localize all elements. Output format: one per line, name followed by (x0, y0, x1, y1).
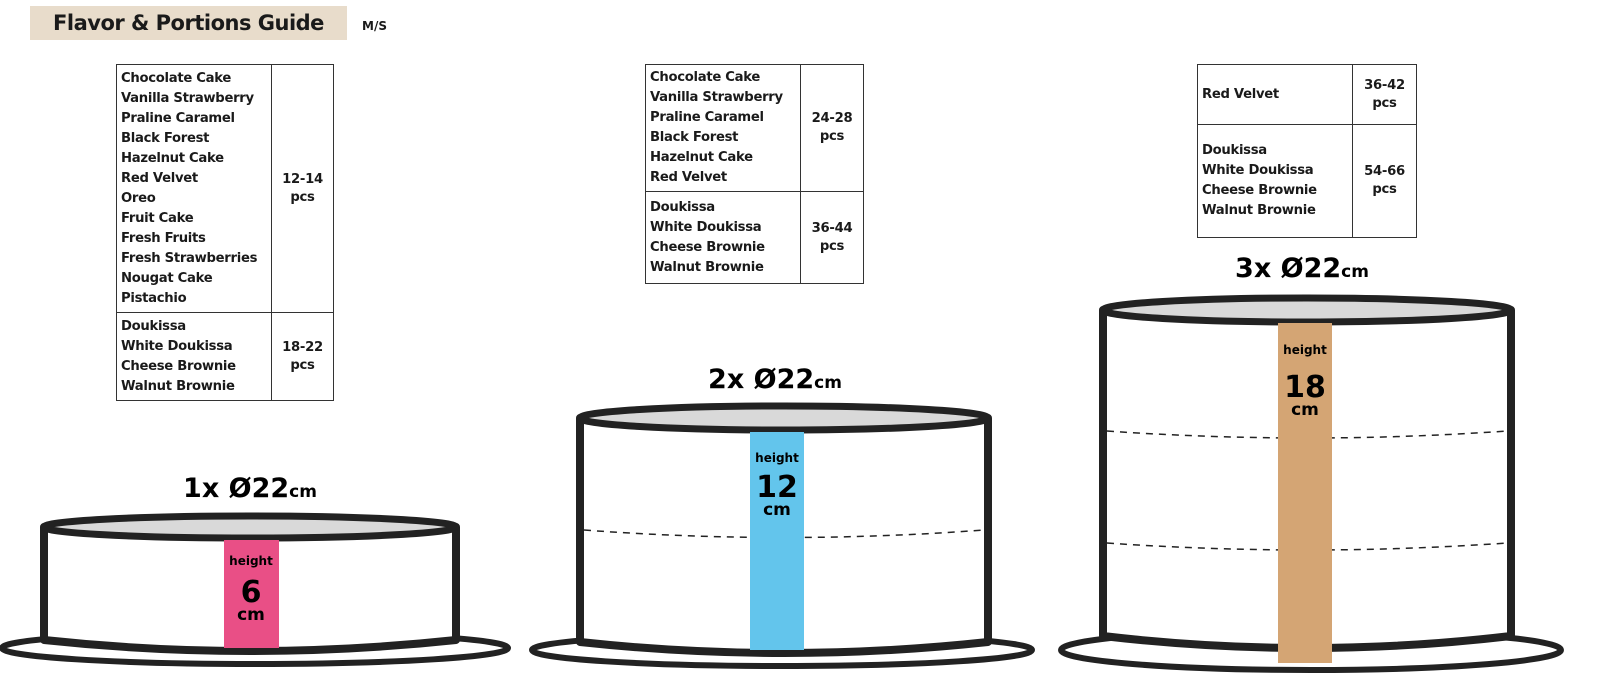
flavor: Chocolate Cake (121, 70, 231, 86)
portion-range: 36-42 (1364, 77, 1405, 93)
flavor: Oreo (121, 190, 156, 206)
flavor: Walnut Brownie (121, 378, 235, 394)
flavor-list: Doukissa White Doukissa Cheese Brownie W… (1198, 125, 1353, 237)
flavor: Cheese Brownie (121, 358, 236, 374)
flavor: Chocolate Cake (650, 70, 760, 85)
portions-table-3: Red Velvet 36-42 pcs Doukissa White Douk… (1197, 64, 1417, 238)
portion-cell: 36-42 pcs (1353, 65, 1416, 124)
portion-cell: 36-44 pcs (801, 192, 863, 283)
cake-2: height 12 cm 2x Ø22cm (529, 364, 1035, 669)
cake-size-label: 1x Ø22cm (183, 473, 317, 504)
height-unit: cm (237, 605, 265, 625)
height-label: height (755, 451, 799, 465)
flavor-list: Doukissa White Doukissa Cheese Brownie W… (646, 192, 801, 283)
flavor: Doukissa (1202, 143, 1267, 158)
portion-range: 36-44 (811, 220, 853, 236)
portion-unit: pcs (1372, 182, 1397, 197)
table-row: Red Velvet 36-42 pcs (1198, 65, 1416, 124)
flavor: Fresh Strawberries (121, 250, 258, 266)
flavor-list: Red Velvet (1198, 65, 1353, 124)
flavor: Praline Caramel (650, 110, 764, 125)
page-title: Flavor & Portions Guide (30, 6, 347, 40)
portion-unit: pcs (1372, 95, 1397, 111)
portion-unit: pcs (290, 357, 315, 373)
cake-top (576, 402, 992, 434)
flavor: Vanilla Strawberry (650, 90, 783, 105)
portion-unit: pcs (819, 238, 845, 254)
flavor: Praline Caramel (121, 110, 235, 126)
flavor: Walnut Brownie (650, 259, 764, 275)
flavor: Vanilla Strawberry (121, 90, 254, 106)
flavor: Hazelnut Cake (121, 150, 224, 166)
flavor: Red Velvet (1202, 86, 1279, 102)
flavor: Nougat Cake (121, 270, 213, 286)
flavor: Black Forest (650, 130, 739, 145)
portion-unit: pcs (819, 129, 845, 144)
flavor: Cheese Brownie (650, 239, 765, 255)
portion-unit: pcs (290, 189, 315, 205)
height-label: height (229, 554, 273, 568)
table-row: Doukissa White Doukissa Cheese Brownie W… (646, 191, 863, 283)
portion-cell: 18-22 pcs (272, 313, 333, 400)
flavor: Cheese Brownie (1202, 183, 1317, 198)
portion-cell: 12-14 pcs (272, 65, 333, 312)
portion-range: 12-14 (282, 171, 323, 187)
portion-range: 54-66 (1364, 164, 1405, 179)
flavor: Black Forest (121, 130, 210, 146)
flavor-list: Chocolate Cake Vanilla Strawberry Pralin… (646, 65, 801, 191)
table-row: Doukissa White Doukissa Cheese Brownie W… (117, 312, 333, 400)
height-unit: cm (763, 500, 791, 520)
height-value: 12 (756, 470, 798, 505)
height-label: height (1283, 343, 1327, 357)
height-value: 6 (241, 575, 262, 610)
height-stripe (1278, 323, 1332, 663)
table-row: Doukissa White Doukissa Cheese Brownie W… (1198, 124, 1416, 237)
cake-size-label: 2x Ø22cm (708, 364, 842, 395)
size-code: M/S (362, 19, 387, 33)
cake-1: height 6 cm 1x Ø22cm (0, 473, 511, 667)
table-row: Chocolate Cake Vanilla Strawberry Pralin… (117, 65, 333, 312)
height-value: 18 (1284, 370, 1326, 405)
flavor: Doukissa (650, 199, 715, 215)
flavor: Hazelnut Cake (650, 150, 753, 165)
table-row: Chocolate Cake Vanilla Strawberry Pralin… (646, 65, 863, 191)
flavor: Red Velvet (650, 170, 727, 185)
portions-table-2: Chocolate Cake Vanilla Strawberry Pralin… (645, 64, 864, 284)
flavor: Doukissa (121, 318, 186, 334)
portion-range: 24-28 (811, 111, 853, 126)
flavor: White Doukissa (121, 338, 233, 354)
portions-table-1: Chocolate Cake Vanilla Strawberry Pralin… (116, 64, 334, 401)
flavor: Pistachio (121, 290, 187, 306)
height-stripe (750, 432, 804, 650)
flavor: Fresh Fruits (121, 230, 206, 246)
flavor: White Doukissa (650, 219, 762, 235)
flavor-list: Doukissa White Doukissa Cheese Brownie W… (117, 313, 272, 400)
flavor: Red Velvet (121, 170, 198, 186)
cake-top (40, 512, 460, 542)
cake-top (1099, 294, 1515, 326)
flavor: Fruit Cake (121, 210, 194, 226)
portion-range: 18-22 (282, 339, 323, 355)
height-stripe (224, 540, 279, 648)
portion-cell: 54-66 pcs (1353, 125, 1416, 237)
flavor: White Doukissa (1202, 163, 1314, 178)
portion-cell: 24-28 pcs (801, 65, 863, 191)
flavor-list: Chocolate Cake Vanilla Strawberry Pralin… (117, 65, 272, 312)
cake-3: height 18 cm 3x Ø22cm (1058, 253, 1564, 673)
height-unit: cm (1291, 400, 1319, 420)
cake-size-label: 3x Ø22cm (1235, 253, 1369, 284)
flavor: Walnut Brownie (1202, 203, 1316, 218)
